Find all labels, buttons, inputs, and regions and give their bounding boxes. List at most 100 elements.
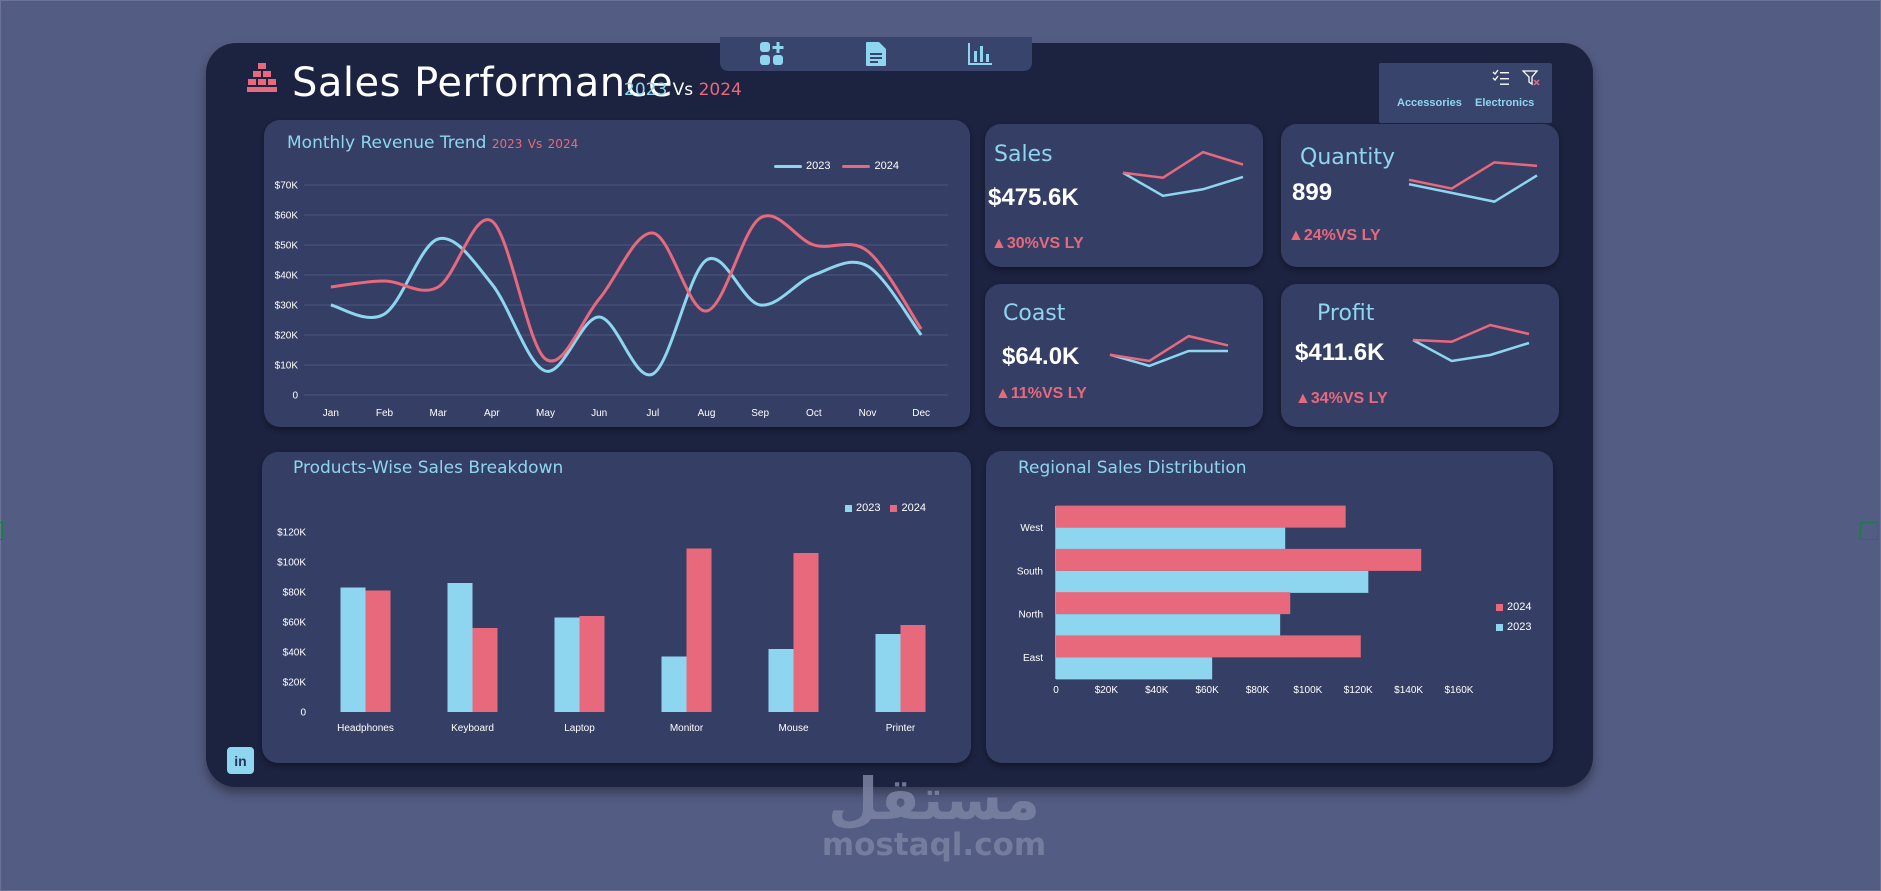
x-tick-label: Jun	[591, 408, 607, 419]
y-tick-label: 0	[292, 391, 298, 402]
legend-item-2023: 2023	[1496, 621, 1531, 633]
kpi-change-coast: ▲11%VS LY	[995, 385, 1087, 402]
bar-2023	[447, 583, 473, 712]
y-tick-label: South	[1017, 566, 1043, 577]
dashboard-add-icon[interactable]	[757, 39, 787, 69]
revenue-title-text: Monthly Revenue Trend	[287, 133, 487, 153]
bar-2024	[686, 548, 712, 712]
kpi-card-sales: Sales $475.6K ▲30%VS LY	[985, 124, 1263, 267]
legend-item-2024: 2024	[842, 160, 899, 172]
series-line-2024	[330, 214, 923, 363]
legend-item-2023: 2023	[774, 160, 830, 172]
kpi-value-coast: $64.0K	[1002, 343, 1080, 370]
x-tick-label: Jan	[323, 408, 339, 419]
x-tick-label: Jul	[646, 408, 659, 419]
y-tick-label: West	[1020, 523, 1043, 534]
x-tick-label: Laptop	[564, 723, 595, 734]
subtitle-vs: Vs	[672, 80, 694, 100]
subtitle-year-2024: 2024	[698, 80, 742, 100]
clear-filter-icon[interactable]	[1521, 69, 1540, 87]
bar-2023	[1056, 657, 1213, 680]
bar-2024	[793, 553, 819, 712]
slicer-item-electronics[interactable]: Electronics	[1475, 97, 1535, 109]
monthly-revenue-card: Monthly Revenue Trend 2023 Vs 2024 2023 …	[264, 120, 970, 427]
x-tick-label: Keyboard	[451, 723, 494, 734]
x-tick-label: $20K	[1095, 685, 1119, 696]
x-tick-label: $40K	[1145, 685, 1169, 696]
legend-swatch-2023	[774, 164, 802, 168]
x-tick-label: $160K	[1445, 685, 1474, 696]
revenue-sub-vs: Vs	[527, 137, 543, 151]
sparkline-2023	[1122, 171, 1244, 198]
y-tick-label: North	[1019, 610, 1043, 621]
bar-2024	[472, 628, 498, 712]
kpi-sparkline-sales	[1122, 150, 1244, 198]
bar-2024	[365, 590, 391, 712]
kpi-card-quantity: Quantity 899 ▲24%VS LY	[1281, 124, 1559, 267]
bar-2023	[554, 617, 580, 712]
x-tick-label: Aug	[698, 408, 716, 419]
x-tick-label: Dec	[912, 408, 930, 419]
kpi-change-sales: ▲30%VS LY	[991, 235, 1084, 252]
kpi-card-coast: Coast $64.0K ▲11%VS LY	[985, 284, 1263, 427]
multi-select-icon[interactable]	[1492, 69, 1510, 87]
legend-item-2024: 2024	[890, 502, 926, 514]
x-tick-label: Monitor	[670, 723, 704, 734]
watermark-latin: mostaql.com	[821, 827, 1047, 863]
legend-label-2024: 2024	[1507, 601, 1532, 613]
bar-2024	[900, 625, 926, 712]
slicer-item-accessories[interactable]: Accessories	[1397, 97, 1462, 109]
y-tick-label: $50K	[275, 241, 299, 252]
linkedin-icon[interactable]: in	[227, 747, 254, 774]
sparkline-2024	[1109, 334, 1229, 363]
sheet-edge-marker	[0, 522, 3, 540]
sparkline-2023	[1109, 349, 1228, 368]
x-tick-label: Apr	[484, 408, 500, 419]
bar-2023	[875, 634, 901, 712]
legend-swatch-2023	[845, 504, 852, 512]
y-tick-label: $20K	[283, 678, 307, 689]
x-tick-label: $60K	[1195, 685, 1219, 696]
revenue-card-title: Monthly Revenue Trend 2023 Vs 2024	[287, 133, 578, 153]
revenue-sub-2024: 2024	[547, 137, 579, 151]
bar-2024	[1056, 635, 1361, 658]
sparkline-2024	[1408, 161, 1538, 190]
y-tick-label: $80K	[283, 588, 307, 599]
revenue-sub-2023: 2023	[491, 137, 523, 151]
x-tick-label: Printer	[886, 723, 916, 734]
watermark: مستقل mostaql.com	[814, 765, 1054, 863]
bar-chart-icon[interactable]	[965, 39, 995, 69]
dashboard-nav	[720, 37, 1032, 71]
products-sales-card: Products-Wise Sales Breakdown 2023 2024 …	[262, 452, 971, 763]
x-tick-label: Feb	[376, 408, 394, 419]
x-tick-label: Headphones	[337, 723, 394, 734]
legend-label-2024: 2024	[901, 502, 926, 514]
x-tick-label: Nov	[859, 408, 877, 419]
x-tick-label: $120K	[1344, 685, 1373, 696]
boxes-logo-icon	[246, 62, 278, 94]
regional-sales-card: Regional Sales Distribution 2024 2023 We…	[986, 451, 1553, 763]
products-column-chart: $120K $100K $80K $60K $40K $20K 0 Headphones Key…	[277, 528, 926, 734]
x-tick-label: $100K	[1293, 685, 1322, 696]
y-tick-label: $60K	[275, 211, 299, 222]
legend-swatch-2023	[1496, 623, 1503, 631]
kpi-value-sales: $475.6K	[988, 184, 1079, 211]
subtitle-year-2023: 2023	[624, 80, 668, 100]
products-card-title: Products-Wise Sales Breakdown	[293, 458, 564, 478]
watermark-arabic: مستقل	[827, 765, 1041, 833]
bar-2024	[1056, 505, 1346, 528]
legend-swatch-2024	[1496, 603, 1503, 611]
x-tick-label: Mar	[430, 408, 448, 419]
kpi-sparkline-coast	[1109, 334, 1229, 368]
y-tick-label: East	[1023, 653, 1043, 664]
legend-label-2023: 2023	[856, 502, 881, 514]
y-tick-label: $40K	[275, 271, 299, 282]
y-tick-label: $40K	[283, 648, 307, 659]
regional-legend: 2024 2023	[1496, 601, 1531, 633]
legend-label-2024: 2024	[874, 160, 899, 172]
y-tick-label: $30K	[275, 301, 299, 312]
page-subtitle: 2023 Vs 2024	[624, 80, 742, 100]
legend-label-2023: 2023	[806, 160, 831, 172]
kpi-sparkline-profit	[1412, 323, 1530, 363]
document-icon[interactable]	[861, 39, 891, 69]
